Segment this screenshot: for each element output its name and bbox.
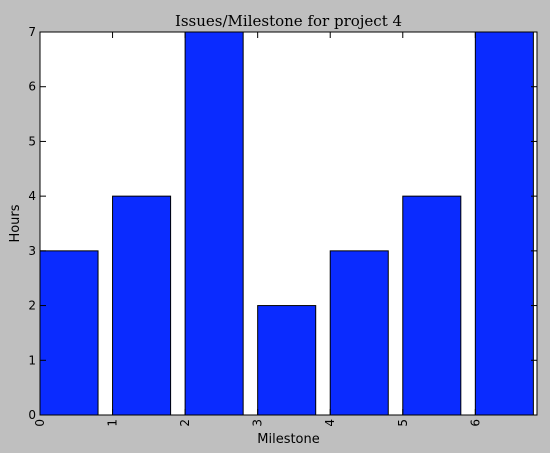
x-tick-label: 2 <box>178 419 192 427</box>
bar-0 <box>39 250 99 416</box>
x-tick-label: 4 <box>323 419 337 427</box>
x-tick-label: 0 <box>33 419 47 427</box>
plot-frame <box>39 31 538 416</box>
y-tick-label: 7 <box>28 25 36 39</box>
chart-title: Issues/Milestone for project 4 <box>175 12 402 30</box>
bars-group <box>39 31 534 416</box>
bar-4 <box>329 250 389 416</box>
x-tick-label: 3 <box>251 419 265 427</box>
y-tick-label: 2 <box>28 299 36 313</box>
x-axis-ticks: 0 1 2 3 4 5 6 <box>33 32 482 427</box>
y-axis-ticks: 0 1 2 3 4 5 6 7 <box>28 25 537 422</box>
bar-5 <box>402 195 462 416</box>
bar-2 <box>184 31 244 416</box>
bar-6 <box>474 31 534 416</box>
x-tick-label: 1 <box>106 419 120 427</box>
y-tick-label: 6 <box>28 80 36 94</box>
x-tick-label: 5 <box>396 419 410 427</box>
y-tick-label: 1 <box>28 353 36 367</box>
bar-3 <box>257 305 317 416</box>
y-tick-label: 4 <box>28 189 36 203</box>
y-tick-label: 0 <box>28 408 36 422</box>
x-tick-label: 6 <box>468 419 482 427</box>
y-axis-label: Hours <box>8 204 23 242</box>
x-axis-label: Milestone <box>257 432 320 447</box>
bar-1 <box>112 195 172 416</box>
y-tick-label: 3 <box>28 244 36 258</box>
y-tick-label: 5 <box>28 134 36 148</box>
